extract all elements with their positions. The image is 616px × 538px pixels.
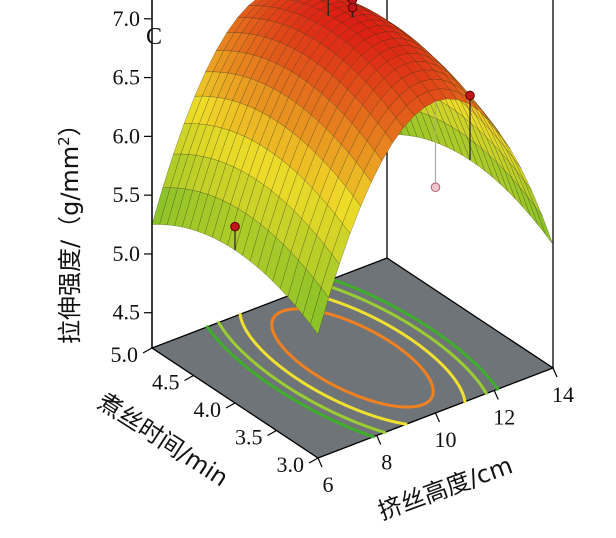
x-tick-label: 14 bbox=[552, 382, 574, 407]
z-tick-label: 5.5 bbox=[113, 182, 141, 207]
x-tick-label: 6 bbox=[323, 472, 334, 497]
y-tick bbox=[142, 347, 153, 354]
panel-label: C bbox=[146, 24, 162, 50]
floor-plane bbox=[150, 257, 555, 459]
y-tick bbox=[184, 374, 194, 382]
floor-panel bbox=[150, 257, 555, 459]
x-tick bbox=[552, 367, 558, 378]
y-tick-label: 4.0 bbox=[194, 397, 222, 422]
design-point bbox=[465, 90, 475, 101]
contour-line bbox=[270, 307, 435, 409]
design-points bbox=[230, 0, 475, 251]
x-axis-title: 挤丝高度/cm bbox=[374, 451, 516, 525]
y-tick-label: 3.0 bbox=[277, 452, 305, 477]
z-tick-label: 5.0 bbox=[113, 241, 141, 266]
z-tick-label: 6.0 bbox=[113, 123, 141, 148]
surface-patch bbox=[310, 287, 329, 335]
z-tick-label: 6.5 bbox=[113, 65, 141, 90]
design-point bbox=[347, 2, 358, 13]
x-tick-label: 10 bbox=[435, 427, 457, 452]
tick-labels: 6 8 10 12 14 3.0 3.5 4.0 4.5 5.0 4.5 5.0 5.5 6.0 6.5 7.… bbox=[111, 6, 575, 497]
z-axis-title-superscript: 2 bbox=[55, 136, 73, 146]
z-axis-title: 拉伸强度/（g/mm2） bbox=[55, 112, 84, 344]
y-tick-label: 4.5 bbox=[152, 370, 180, 395]
z-tick-label: 4.5 bbox=[113, 300, 141, 325]
x-tick bbox=[493, 390, 499, 400]
x-tick bbox=[434, 412, 441, 423]
contour-line bbox=[238, 290, 467, 426]
design-point bbox=[430, 182, 441, 193]
z-tick-label: 7.0 bbox=[113, 6, 141, 31]
y-tick bbox=[308, 457, 319, 464]
response-surface bbox=[151, 0, 554, 335]
y-tick-label: 3.5 bbox=[235, 425, 263, 450]
design-point bbox=[230, 221, 240, 232]
x-tick-label: 8 bbox=[381, 450, 392, 475]
y-tick bbox=[267, 429, 277, 437]
tick-marks bbox=[142, 18, 558, 468]
y-tick-label: 5.0 bbox=[111, 342, 139, 367]
x-tick-label: 12 bbox=[493, 405, 515, 430]
x-tick bbox=[376, 435, 382, 445]
x-tick bbox=[317, 457, 323, 468]
y-tick bbox=[225, 402, 236, 409]
